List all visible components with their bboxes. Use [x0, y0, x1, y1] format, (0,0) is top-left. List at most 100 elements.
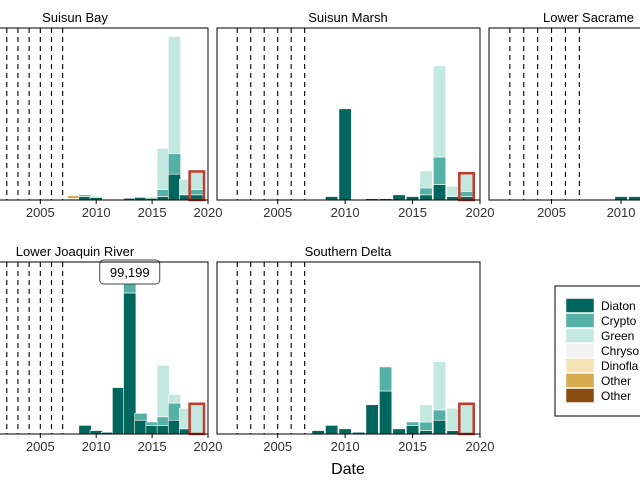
panel-2: Suisun Marsh 2005 2010 2015 2020 — [216, 10, 495, 220]
legend-label: Other — [601, 389, 631, 403]
bar-segment — [89, 196, 103, 198]
bar-segment — [78, 196, 92, 201]
bar-segment — [156, 364, 170, 418]
bar-segment — [433, 65, 447, 158]
bar-segment — [311, 430, 325, 435]
x-tick-label: 2020 — [194, 205, 223, 220]
bar-segment — [325, 196, 339, 201]
bar-segment — [446, 196, 460, 201]
bar-segment — [379, 366, 393, 392]
bar-segment — [123, 292, 137, 435]
bar-segment — [433, 419, 447, 435]
legend-label: Diaton — [601, 299, 636, 313]
bar-segment — [419, 421, 433, 431]
bar-segment — [134, 419, 148, 435]
bar-segment — [338, 108, 352, 201]
legend-swatch — [565, 343, 595, 358]
bar-segment — [419, 404, 433, 423]
bar-segment — [419, 170, 433, 189]
legend-label: Other — [601, 374, 631, 388]
bar-segment — [460, 173, 474, 192]
x-tick-label: 2010 — [82, 205, 111, 220]
legend-swatch — [565, 298, 595, 313]
bar-segment — [446, 430, 460, 435]
bar-segment — [460, 191, 474, 197]
bar-segment — [67, 195, 81, 199]
bar-segment — [433, 156, 447, 185]
bar-segment — [392, 428, 406, 435]
bar-segment — [190, 404, 204, 435]
bar-segment — [145, 197, 159, 199]
bar-segment — [78, 425, 92, 435]
x-tick-label: 2005 — [537, 205, 566, 220]
bar-segment — [145, 425, 159, 435]
legend-swatch — [565, 328, 595, 343]
bar-segment — [167, 153, 181, 175]
bar-segment — [379, 390, 393, 435]
legend-label: Chryso — [601, 344, 639, 358]
panel-border — [216, 27, 481, 201]
panel-4: Lower Joaquin River 99,199 2005 2010 2015 202… — [0, 244, 222, 454]
bar-segment — [167, 419, 181, 435]
bar-segment — [433, 361, 447, 411]
bar-segment — [156, 189, 170, 197]
x-tick-label: 2010 — [82, 439, 111, 454]
panel-title: Southern Delta — [305, 244, 392, 259]
x-tick-label: 2015 — [398, 439, 427, 454]
legend-swatch — [565, 388, 595, 403]
x-tick-label: 2015 — [138, 205, 167, 220]
panel-title: Suisun Marsh — [308, 10, 387, 25]
x-tick-label: 2005 — [26, 205, 55, 220]
x-tick-label: 2020 — [466, 439, 495, 454]
bar-segment — [325, 425, 339, 435]
legend-swatch — [565, 313, 595, 328]
panel-title: Suisun Bay — [42, 10, 108, 25]
bar-segment — [365, 404, 379, 435]
bar-segment — [406, 421, 420, 426]
panel-1: Suisun Bay 2005 2010 2015 2020 — [0, 10, 222, 220]
panel-title: Lower Joaquin River — [16, 244, 135, 259]
bar-segment — [156, 196, 170, 201]
bar-segment — [628, 196, 640, 201]
legend-label: Dinofla — [601, 359, 639, 373]
x-tick-label: 2010 — [331, 439, 360, 454]
bar-segment — [78, 194, 92, 197]
panel-border — [0, 27, 209, 201]
panel-title: Lower Sacrame — [543, 10, 634, 25]
x-tick-label: 2020 — [194, 439, 223, 454]
x-tick-label: 2020 — [466, 205, 495, 220]
bar-segment — [446, 407, 460, 431]
bar-segment — [460, 404, 474, 435]
bar-segment — [406, 425, 420, 435]
bar-segment — [167, 36, 181, 154]
panel-border — [216, 261, 481, 435]
x-tick-label: 2005 — [263, 439, 292, 454]
x-axis-title: Date — [331, 461, 365, 478]
legend-swatch — [565, 373, 595, 388]
annotation-label: 99,199 — [110, 265, 150, 280]
bar-segment — [167, 173, 181, 201]
legend-label: Green — [601, 329, 634, 343]
bar-segment — [190, 172, 204, 190]
bar-segment — [446, 185, 460, 197]
bar-segment — [614, 196, 628, 201]
panel-5: Southern Delta 2005 2010 2015 2020 — [216, 244, 495, 454]
bar-segment — [406, 196, 420, 201]
panels-layer: Suisun Bay 2005 2010 2015 2020 Suisun Marsh 20… — [0, 10, 640, 454]
x-tick-label: 2015 — [398, 205, 427, 220]
bar-segment — [156, 416, 170, 426]
bar-segment — [167, 402, 181, 421]
bar-segment — [167, 394, 181, 404]
legend-label: Crypto — [601, 314, 637, 328]
bar-segment — [433, 409, 447, 421]
panel-3: Lower Sacrame2005201020152020 — [488, 10, 640, 220]
panel-border — [0, 261, 209, 435]
bar-segment — [145, 421, 159, 426]
bar-segment — [338, 428, 352, 435]
panel-border — [488, 27, 640, 201]
x-tick-label: 2005 — [26, 439, 55, 454]
bar-segment — [433, 184, 447, 201]
